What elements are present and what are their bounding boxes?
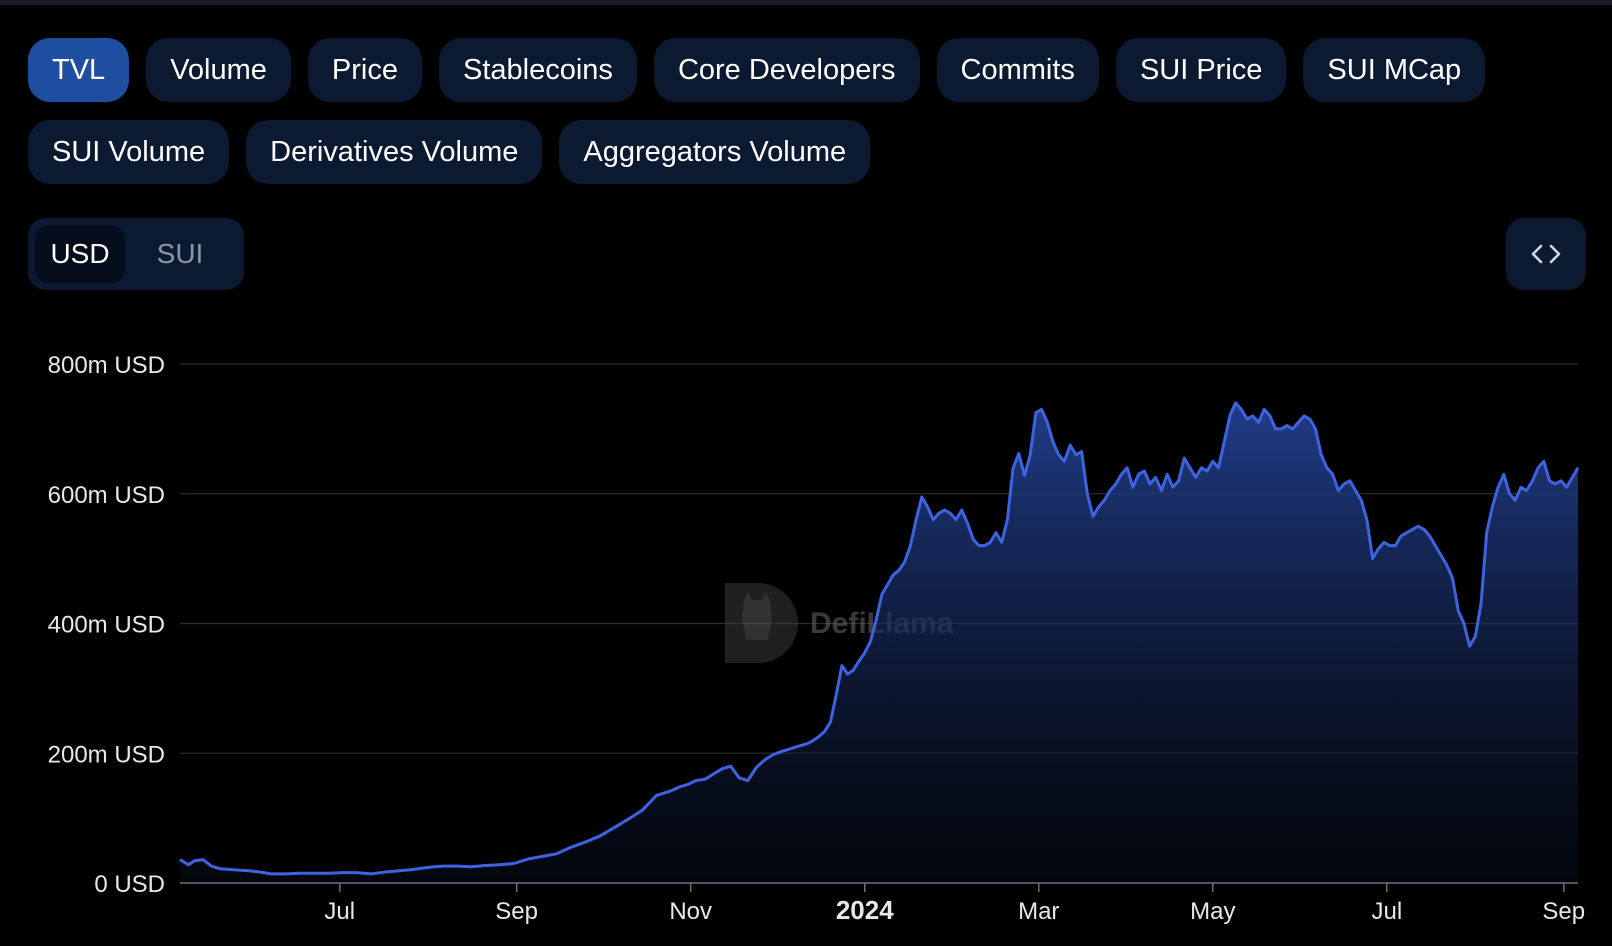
y-axis-labels: 0 USD 200m USD 400m USD 600m USD 800m USD bbox=[48, 352, 165, 898]
metric-tabs-row-2: SUI Volume Derivatives Volume Aggregator… bbox=[28, 120, 871, 184]
tvl-area-fill bbox=[180, 402, 1578, 883]
unit-option-sui[interactable]: SUI bbox=[156, 238, 204, 269]
tab-price[interactable]: Price bbox=[307, 38, 422, 102]
x-tick-label: Jul bbox=[1372, 898, 1403, 925]
y-tick-label: 200m USD bbox=[48, 741, 165, 768]
tab-commits[interactable]: Commits bbox=[936, 38, 1099, 102]
tab-core-developers[interactable]: Core Developers bbox=[653, 38, 920, 102]
tab-volume[interactable]: Volume bbox=[146, 38, 291, 102]
y-tick-label: 800m USD bbox=[48, 352, 165, 379]
tab-sui-volume[interactable]: SUI Volume bbox=[28, 120, 230, 184]
metric-tabs-row-1: TVL Volume Price Stablecoins Core Develo… bbox=[28, 38, 1486, 102]
tab-derivatives-volume[interactable]: Derivatives Volume bbox=[246, 120, 543, 184]
tab-stablecoins[interactable]: Stablecoins bbox=[439, 38, 637, 102]
x-tick-label: Mar bbox=[1018, 898, 1059, 925]
x-tick-label: 2024 bbox=[836, 895, 894, 925]
unit-toggle: USD SUI bbox=[28, 218, 244, 290]
embed-code-button[interactable] bbox=[1506, 218, 1586, 290]
x-tick-label: Sep bbox=[1542, 898, 1585, 925]
y-tick-label: 0 USD bbox=[94, 871, 165, 898]
x-axis-ticks: Jul Sep Nov 2024 Mar May Jul Sep bbox=[324, 883, 1585, 925]
tab-sui-mcap[interactable]: SUI MCap bbox=[1303, 38, 1486, 102]
code-brackets-icon bbox=[1531, 244, 1561, 264]
tvl-series-line bbox=[179, 401, 1580, 876]
y-tick-label: 400m USD bbox=[48, 612, 165, 639]
x-tick-label: Nov bbox=[669, 898, 712, 925]
top-rule bbox=[0, 0, 1612, 5]
x-tick-label: Jul bbox=[324, 898, 355, 925]
tab-tvl[interactable]: TVL bbox=[28, 38, 130, 102]
tab-aggregators-volume[interactable]: Aggregators Volume bbox=[559, 120, 871, 184]
x-tick-label: May bbox=[1190, 898, 1235, 925]
y-tick-label: 600m USD bbox=[48, 482, 165, 509]
tab-sui-price[interactable]: SUI Price bbox=[1115, 38, 1287, 102]
x-tick-label: Sep bbox=[495, 898, 538, 925]
llama-logo-icon bbox=[725, 583, 798, 663]
unit-option-usd[interactable]: USD bbox=[35, 225, 125, 283]
